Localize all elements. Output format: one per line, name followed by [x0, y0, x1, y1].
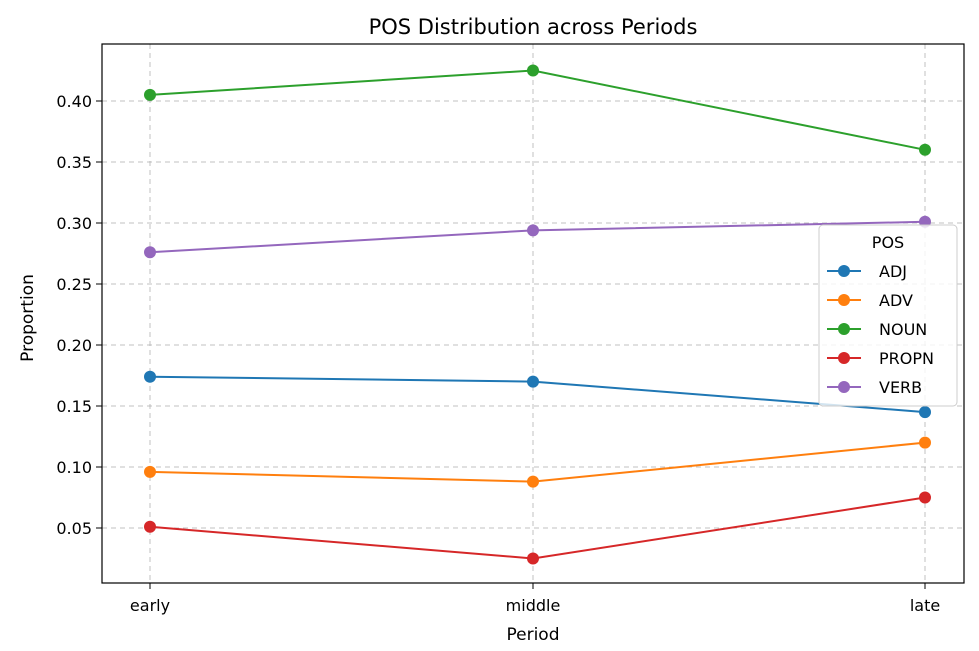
- data-point-adv: [919, 436, 931, 449]
- legend-marker-verb: [838, 381, 850, 393]
- data-point-adv: [527, 475, 539, 488]
- data-point-adj: [144, 370, 156, 383]
- x-tick-label: middle: [506, 596, 561, 615]
- y-tick-label: 0.25: [56, 275, 92, 294]
- y-tick-label: 0.15: [56, 397, 92, 416]
- axes: 0.05 0.10 0.15 0.20 0.25 0.30 0.35 0.40 early mid…: [56, 43, 965, 615]
- data-point-propn: [919, 491, 931, 504]
- y-axis-label: Proportion: [18, 274, 38, 362]
- series-group: [144, 64, 931, 565]
- legend-label-adv: ADV: [879, 291, 913, 310]
- legend-marker-noun: [838, 323, 850, 335]
- legend-label-propn: PROPN: [879, 349, 934, 368]
- chart-title: POS Distribution across Periods: [369, 15, 698, 39]
- data-point-verb: [527, 224, 539, 237]
- y-tick-label: 0.05: [56, 519, 92, 538]
- x-tick-label: early: [130, 596, 170, 615]
- data-point-propn: [527, 552, 539, 565]
- data-point-verb: [144, 246, 156, 259]
- data-point-noun: [144, 88, 156, 101]
- y-tick-label: 0.40: [56, 92, 92, 111]
- legend-label-adj: ADJ: [879, 262, 907, 281]
- legend-label-noun: NOUN: [879, 320, 927, 339]
- legend-title: POS: [872, 233, 904, 252]
- x-axis-label: Period: [506, 625, 559, 645]
- data-point-adv: [144, 465, 156, 478]
- data-point-propn: [144, 520, 156, 533]
- plot-frame: [101, 43, 965, 584]
- series-noun: [144, 64, 931, 156]
- data-point-adj: [527, 375, 539, 388]
- y-tick-label: 0.30: [56, 214, 92, 233]
- legend-marker-propn: [838, 352, 850, 364]
- data-point-noun: [919, 143, 931, 156]
- series-adv: [144, 436, 931, 488]
- series-line-noun: [149, 69, 926, 151]
- series-adj: [144, 370, 931, 419]
- legend: POS ADJ ADV NOUN PROPN VERB: [818, 224, 958, 407]
- x-tick-label: late: [910, 596, 940, 615]
- legend-marker-adj: [838, 265, 850, 277]
- legend-label-verb: VERB: [879, 378, 922, 397]
- series-propn: [144, 491, 931, 565]
- y-tick-label: 0.35: [56, 153, 92, 172]
- legend-marker-adv: [838, 294, 850, 306]
- y-tick-label: 0.20: [56, 336, 92, 355]
- series-line-adv: [149, 441, 926, 483]
- series-verb: [144, 215, 931, 259]
- data-point-adj: [919, 406, 931, 419]
- data-point-noun: [527, 64, 539, 77]
- y-tick-label: 0.10: [56, 458, 92, 477]
